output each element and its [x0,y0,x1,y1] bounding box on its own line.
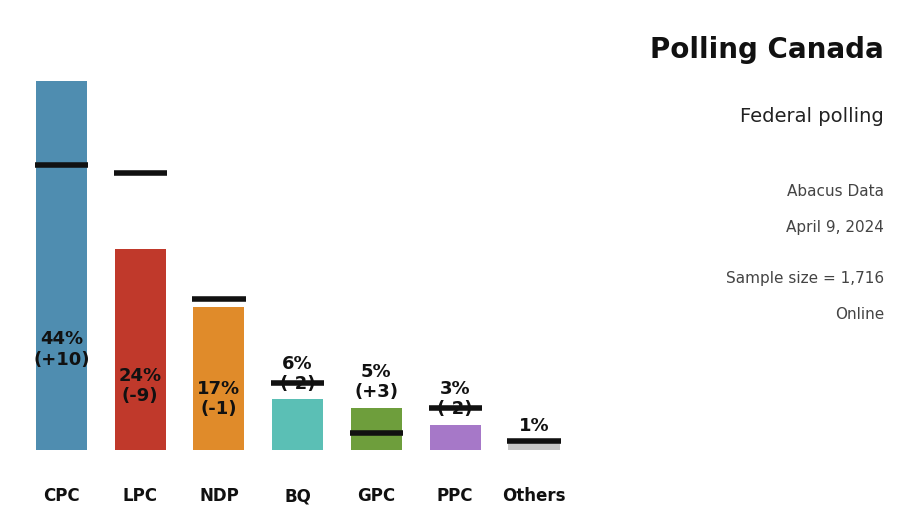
Text: PPC: PPC [437,487,474,505]
Bar [36,81,87,450]
Text: 1%: 1% [519,416,549,434]
Text: 44%
(+10): 44% (+10) [33,331,89,368]
Text: GPC: GPC [357,487,395,505]
Bar [509,442,559,450]
Text: Polling Canada: Polling Canada [650,36,884,64]
Text: NDP: NDP [199,487,239,505]
Text: CPC: CPC [43,487,79,505]
Text: BQ: BQ [284,487,311,505]
Text: LPC: LPC [123,487,158,505]
Text: Federal polling: Federal polling [741,107,884,126]
Text: 24%
(-9): 24% (-9) [118,367,161,405]
Text: 17%
(-1): 17% (-1) [198,380,241,419]
Bar [115,248,166,450]
Bar [193,307,244,450]
Text: 6%
(-2): 6% (-2) [280,355,316,392]
Text: Sample size = 1,716: Sample size = 1,716 [726,271,884,286]
Text: 3%
(-2): 3% (-2) [437,380,474,418]
Text: April 9, 2024: April 9, 2024 [786,220,884,235]
Text: Abacus Data: Abacus Data [787,184,884,199]
Bar [351,408,402,450]
Text: 5%
(+3): 5% (+3) [354,363,399,401]
Bar [429,425,481,450]
Text: Others: Others [502,487,566,505]
Bar [272,400,323,450]
Text: Online: Online [834,307,884,321]
